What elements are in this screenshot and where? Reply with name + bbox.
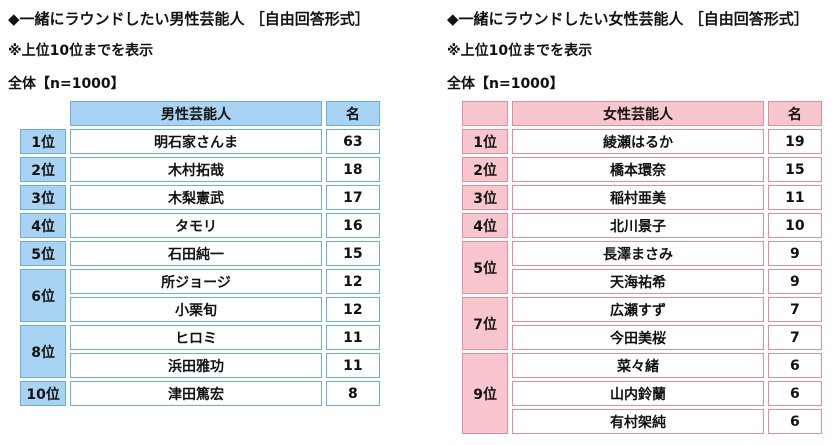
celebrity-name-cell: タモリ xyxy=(70,213,322,238)
female-base: 全体【n=1000】 xyxy=(447,76,564,92)
female-ranking-table: 女性芸能人 名 1位 綾瀬はるか 19 2位 橋本環奈 15 3位 稲村亜美 11 4位 北川景子 1… xyxy=(458,98,826,437)
count-cell: 8 xyxy=(325,381,380,406)
female-note: ※上位10位までを表示 xyxy=(447,43,593,59)
celebrity-name-cell: 木村拓哉 xyxy=(70,157,322,182)
count-cell: 18 xyxy=(325,157,380,182)
male-table-body: 1位 明石家さんま 63 2位 木村拓哉 18 3位 木梨憲武 17 4位 タモリ 16 5位 石田純一 1… xyxy=(20,129,380,406)
celebrity-name-cell: 今田美桜 xyxy=(512,325,764,350)
rank-cell: 3位 xyxy=(20,185,67,210)
count-cell: 7 xyxy=(767,325,822,350)
count-cell: 6 xyxy=(767,381,822,406)
rank-cell: 1位 xyxy=(462,129,509,154)
table-row: 5位 長澤まさみ 9 xyxy=(462,241,822,294)
rank-cell: 2位 xyxy=(462,157,509,182)
rank-cell: 3位 xyxy=(462,185,509,210)
table-row: 2位 木村拓哉 18 xyxy=(20,157,380,182)
table-row: 浜田雅功 11 xyxy=(20,353,380,378)
count-cell: 6 xyxy=(767,353,822,378)
count-cell: 10 xyxy=(767,213,822,238)
table-row: 8位 ヒロミ 11 xyxy=(20,325,380,378)
table-row: 1位 綾瀬はるか 19 xyxy=(462,129,822,154)
table-row: 6位 所ジョージ 12 xyxy=(20,269,380,322)
header-count: 名 xyxy=(767,101,822,126)
male-title: ◆一緒にラウンドしたい男性芸能人 ［自由回答形式］ xyxy=(8,10,370,28)
header-name: 男性芸能人 xyxy=(70,101,322,126)
male-note: ※上位10位までを表示 xyxy=(8,43,154,59)
count-cell: 11 xyxy=(325,325,380,350)
count-cell: 63 xyxy=(325,129,380,154)
count-cell: 6 xyxy=(767,409,822,434)
count-cell: 19 xyxy=(767,129,822,154)
rank-cell: 1位 xyxy=(20,129,67,154)
table-row: 1位 明石家さんま 63 xyxy=(20,129,380,154)
celebrity-name-cell: 長澤まさみ xyxy=(512,241,764,266)
rank-cell: 5位 xyxy=(20,241,67,266)
rank-cell: 7位 xyxy=(462,297,509,350)
count-cell: 7 xyxy=(767,297,822,322)
table-row: 7位 広瀬すず 7 xyxy=(462,297,822,350)
table-row: 山内鈴蘭 6 xyxy=(462,381,822,406)
celebrity-name-cell: 橋本環奈 xyxy=(512,157,764,182)
table-row: 天海祐希 9 xyxy=(462,269,822,294)
header-blank xyxy=(462,101,509,126)
count-cell: 15 xyxy=(325,241,380,266)
celebrity-name-cell: 木梨憲武 xyxy=(70,185,322,210)
count-cell: 16 xyxy=(325,213,380,238)
table-row: 4位 タモリ 16 xyxy=(20,213,380,238)
count-cell: 9 xyxy=(767,241,822,266)
table-row: 今田美桜 7 xyxy=(462,325,822,350)
table-row: 3位 稲村亜美 11 xyxy=(462,185,822,210)
celebrity-name-cell: 菜々緒 xyxy=(512,353,764,378)
celebrity-name-cell: 天海祐希 xyxy=(512,269,764,294)
table-header-row: 女性芸能人 名 xyxy=(462,101,822,126)
table-row: 10位 津田篤宏 8 xyxy=(20,381,380,406)
table-row: 4位 北川景子 10 xyxy=(462,213,822,238)
celebrity-name-cell: 綾瀬はるか xyxy=(512,129,764,154)
table-row: 小栗旬 12 xyxy=(20,297,380,322)
count-cell: 11 xyxy=(325,353,380,378)
celebrity-name-cell: 津田篤宏 xyxy=(70,381,322,406)
header-name: 女性芸能人 xyxy=(512,101,764,126)
rank-cell: 9位 xyxy=(462,353,509,434)
celebrity-name-cell: 稲村亜美 xyxy=(512,185,764,210)
count-cell: 12 xyxy=(325,269,380,294)
table-row: 3位 木梨憲武 17 xyxy=(20,185,380,210)
count-cell: 17 xyxy=(325,185,380,210)
rank-cell: 2位 xyxy=(20,157,67,182)
count-cell: 11 xyxy=(767,185,822,210)
rank-cell: 10位 xyxy=(20,381,67,406)
celebrity-name-cell: 山内鈴蘭 xyxy=(512,381,764,406)
male-ranking-table: 男性芸能人 名 1位 明石家さんま 63 2位 木村拓哉 18 3位 木梨憲武 17 4位 タモリ 1… xyxy=(16,98,384,409)
table-row: 有村架純 6 xyxy=(462,409,822,434)
celebrity-name-cell: 所ジョージ xyxy=(70,269,322,294)
celebrity-name-cell: 有村架純 xyxy=(512,409,764,434)
female-table-body: 1位 綾瀬はるか 19 2位 橋本環奈 15 3位 稲村亜美 11 4位 北川景子 10 5位 長澤まさみ… xyxy=(462,129,822,434)
celebrity-name-cell: 石田純一 xyxy=(70,241,322,266)
celebrity-name-cell: 小栗旬 xyxy=(70,297,322,322)
rank-cell: 4位 xyxy=(462,213,509,238)
celebrity-name-cell: 浜田雅功 xyxy=(70,353,322,378)
rank-cell: 6位 xyxy=(20,269,67,322)
celebrity-name-cell: 広瀬すず xyxy=(512,297,764,322)
celebrity-name-cell: 明石家さんま xyxy=(70,129,322,154)
table-row: 2位 橋本環奈 15 xyxy=(462,157,822,182)
count-cell: 15 xyxy=(767,157,822,182)
header-count: 名 xyxy=(325,101,380,126)
rank-cell: 4位 xyxy=(20,213,67,238)
female-ranking-panel: ◆一緒にラウンドしたい女性芸能人 ［自由回答形式］ ※上位10位までを表示 全体… xyxy=(447,0,840,434)
count-cell: 12 xyxy=(325,297,380,322)
header-blank xyxy=(20,101,66,126)
rank-cell: 8位 xyxy=(20,325,67,378)
celebrity-name-cell: ヒロミ xyxy=(70,325,322,350)
count-cell: 9 xyxy=(767,269,822,294)
table-row: 5位 石田純一 15 xyxy=(20,241,380,266)
celebrity-name-cell: 北川景子 xyxy=(512,213,764,238)
table-header-row: 男性芸能人 名 xyxy=(20,101,380,126)
rank-cell: 5位 xyxy=(462,241,509,294)
male-base: 全体【n=1000】 xyxy=(8,76,125,92)
male-ranking-panel: ◆一緒にラウンドしたい男性芸能人 ［自由回答形式］ ※上位10位までを表示 全体… xyxy=(8,0,408,406)
female-title: ◆一緒にラウンドしたい女性芸能人 ［自由回答形式］ xyxy=(447,10,809,28)
table-row: 9位 菜々緒 6 xyxy=(462,353,822,434)
